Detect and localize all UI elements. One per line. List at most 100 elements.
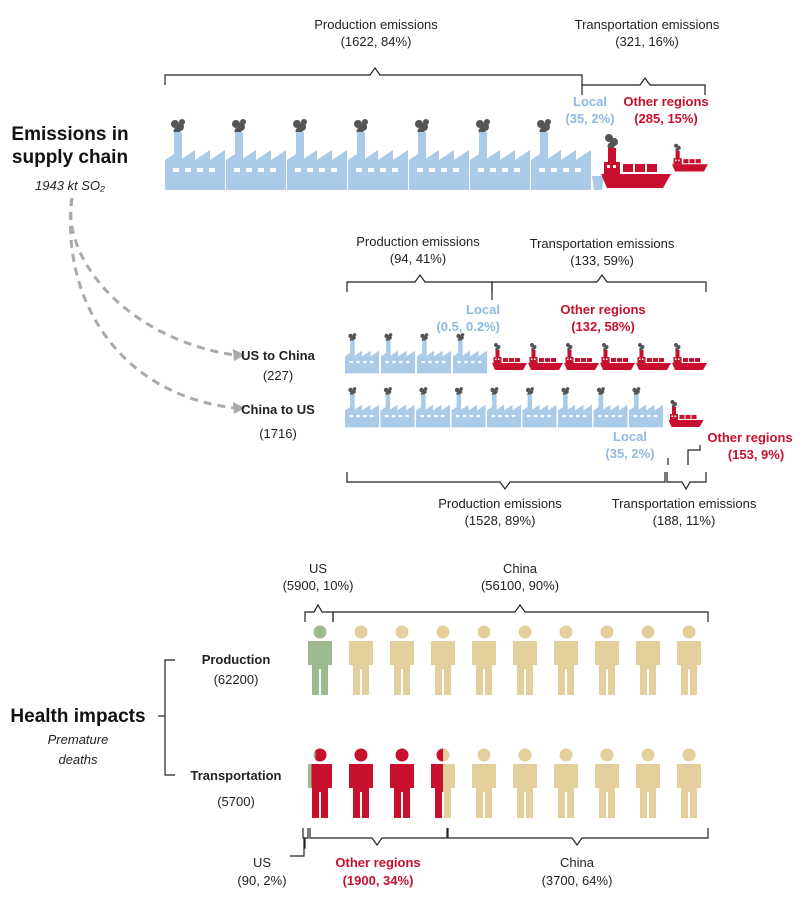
label: Local [613, 429, 647, 444]
label: (3700, 64%) [542, 873, 613, 888]
person-icon [636, 625, 660, 695]
label: China [503, 561, 538, 576]
ship-icon [636, 343, 671, 370]
label: Premature [48, 732, 109, 747]
ship-icon [492, 343, 527, 370]
person-icon [595, 748, 619, 818]
label: Transportation emissions [530, 236, 675, 251]
label: (90, 2%) [237, 873, 286, 888]
label: (188, 11%) [653, 513, 716, 528]
label: (1622, 84%) [341, 34, 412, 49]
label: Transportation [190, 768, 281, 783]
factory-icon [451, 387, 486, 428]
label: Other regions [335, 855, 420, 870]
ship-icon [672, 343, 707, 370]
factory-icon [629, 387, 663, 428]
label: (35, 2%) [565, 111, 614, 126]
label: Production [202, 652, 271, 667]
label: (5900, 10%) [283, 578, 354, 593]
label: Emissions in [11, 124, 128, 145]
label: supply chain [12, 147, 128, 168]
factory-icon [470, 119, 530, 190]
factory-icon [593, 387, 628, 428]
factory-icon [522, 387, 557, 428]
label: (285, 15%) [634, 111, 698, 126]
factory-icon [487, 387, 521, 428]
factory-icon [348, 119, 408, 190]
label: 1943 kt SO₂ [35, 178, 105, 193]
label: deaths [58, 752, 98, 767]
label: (132, 58%) [571, 319, 635, 334]
person-icon [554, 748, 578, 818]
person-icon [513, 625, 537, 695]
person-icon [595, 625, 619, 695]
icons [165, 119, 708, 818]
label: (227) [263, 368, 293, 383]
factory-icon [380, 387, 415, 428]
local-ship [592, 176, 604, 190]
label: China [560, 855, 595, 870]
factory-icon [345, 387, 379, 428]
person-icon [513, 748, 537, 818]
factory-icon [226, 119, 286, 190]
person-icon [308, 625, 332, 695]
label: (1900, 34%) [343, 873, 414, 888]
ship-icon [672, 143, 708, 172]
label: (0.5, 0.2%) [436, 319, 500, 334]
person-icon [677, 625, 701, 695]
ship-icon [564, 343, 599, 370]
person-icon [308, 748, 332, 818]
brackets [69, 66, 709, 857]
label: Transportation emissions [612, 496, 757, 511]
label: (94, 41%) [390, 251, 446, 266]
factory-icon [416, 387, 450, 428]
label: US [253, 855, 271, 870]
label: Production emissions [314, 17, 438, 32]
person-icon [472, 748, 496, 818]
person-icon [390, 625, 414, 695]
label: Local [573, 94, 607, 109]
label: (56100, 90%) [481, 578, 559, 593]
person-icon [431, 748, 455, 818]
person-icon [349, 748, 373, 818]
label: (5700) [217, 794, 255, 809]
ship-icon [668, 400, 704, 427]
factory-icon [558, 387, 592, 428]
label: (321, 16%) [615, 34, 679, 49]
factory-icon [381, 333, 415, 374]
factory-icon [345, 333, 379, 374]
factory-icon [417, 333, 451, 374]
label: China to US [241, 402, 315, 417]
person-icon [472, 625, 496, 695]
label: Health impacts [10, 706, 145, 727]
label: Other regions [560, 302, 645, 317]
factory-icon [453, 333, 487, 374]
person-icon [554, 625, 578, 695]
label: US to China [241, 348, 315, 363]
person-icon [677, 748, 701, 818]
person-icon [431, 625, 455, 695]
person-icon [636, 748, 660, 818]
label: Production emissions [438, 496, 562, 511]
label: US [309, 561, 327, 576]
factory-icon [409, 119, 469, 190]
label: Other regions [623, 94, 708, 109]
factory-icon [531, 119, 591, 190]
person-icon [390, 748, 414, 818]
label: (62200) [214, 672, 259, 687]
ship-icon [601, 134, 671, 188]
factory-icon [165, 119, 225, 190]
person-icon [349, 625, 373, 695]
label: (133, 59%) [570, 253, 634, 268]
label: (35, 2%) [605, 446, 654, 461]
label: (153, 9%) [728, 447, 784, 462]
label: (1528, 89%) [465, 513, 536, 528]
factory-icon [287, 119, 347, 190]
ship-icon [528, 343, 563, 370]
label: Local [466, 302, 500, 317]
label: (1716) [259, 426, 297, 441]
ship-icon [600, 343, 635, 370]
label: Production emissions [356, 234, 480, 249]
